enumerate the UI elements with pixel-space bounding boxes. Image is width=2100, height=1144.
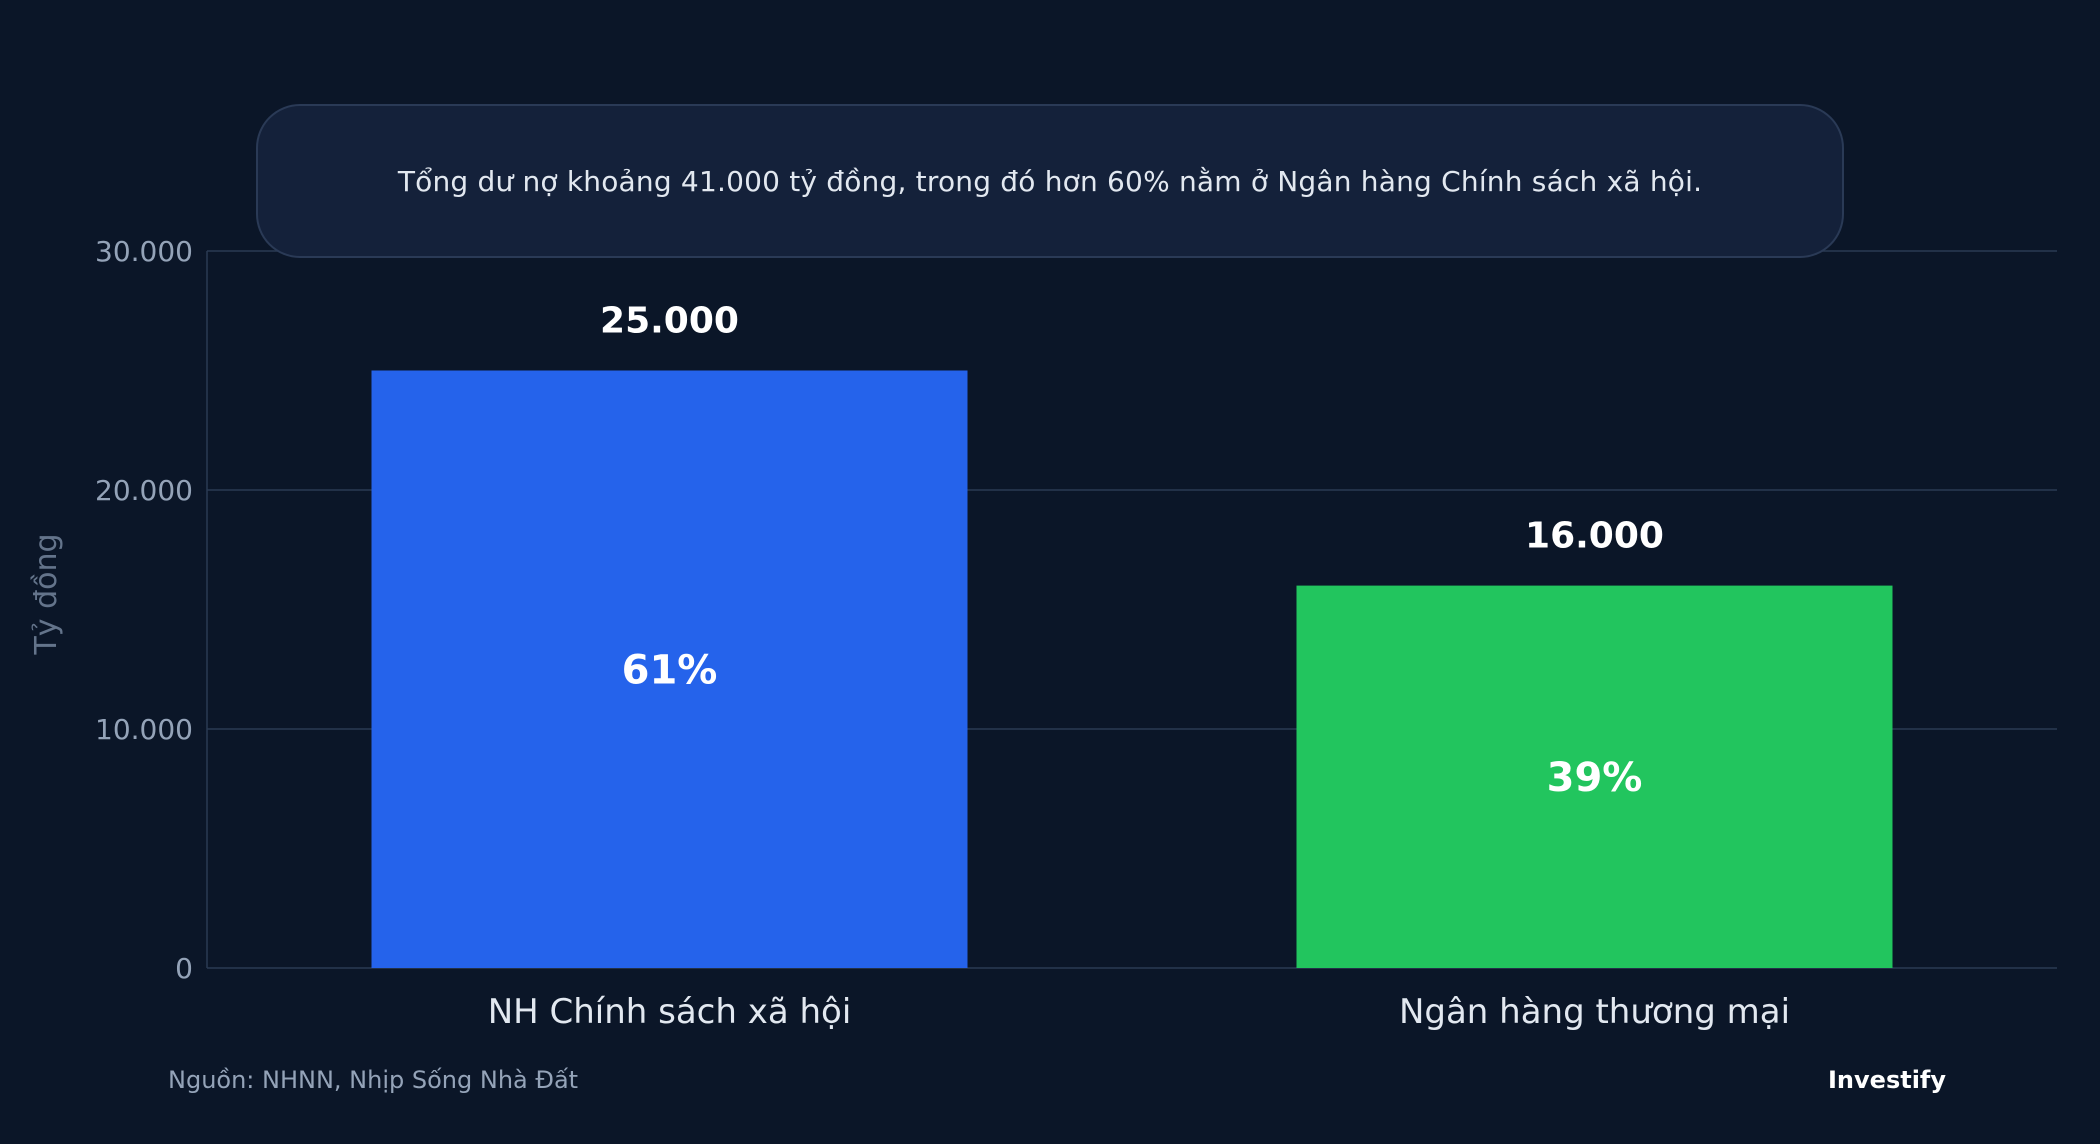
bar-value-label: 16.000 [1525,516,1664,557]
y-tick-label: 0 [175,952,193,985]
bar-value-label: 25.000 [600,301,739,342]
y-tick-label: 10.000 [95,713,193,746]
annotation-text: Tổng dư nợ khoảng 41.000 tỷ đồng, trong … [397,164,1703,198]
y-axis-title: Tỷ đồng [29,533,64,655]
source-note: Nguồn: NHNN, Nhịp Sống Nhà Đất [168,1066,579,1094]
brand-logo-text: Investify [1828,1066,1947,1094]
bar-share-label: 39% [1547,755,1643,801]
annotation-box: Tổng dư nợ khoảng 41.000 tỷ đồng, trong … [256,104,1844,258]
bar-share-label: 61% [622,647,718,693]
axis-layer: 0 10.000 20.000 30.000 [95,235,208,985]
y-tick-label: 30.000 [95,235,193,268]
x-category-label: NH Chính sách xã hội [488,992,852,1032]
label-layer: 25.000 61% NH Chính sách xã hội 16.000 39% Ng… [488,301,1790,1032]
bar [1296,585,1893,968]
x-category-label: Ngân hàng thương mại [1399,992,1790,1032]
bar-layer [371,370,1893,968]
bar [371,370,968,968]
y-tick-label: 20.000 [95,474,193,507]
